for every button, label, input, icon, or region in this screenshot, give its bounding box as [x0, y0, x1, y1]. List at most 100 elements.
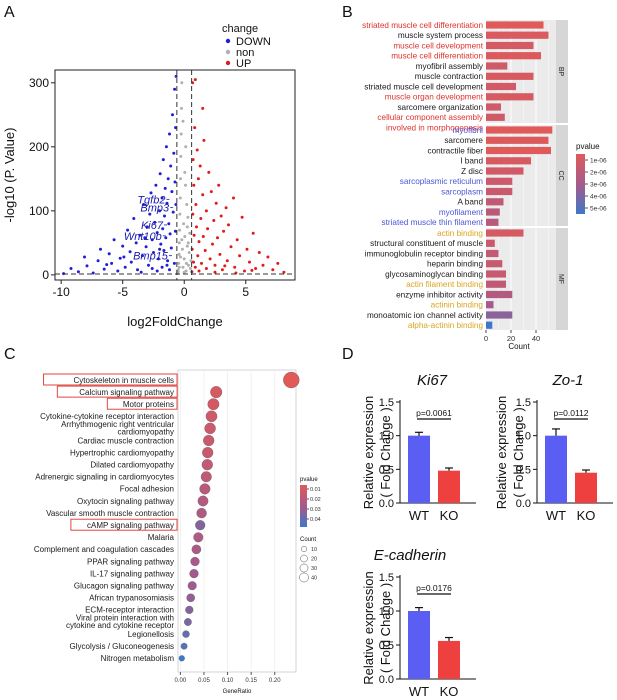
volcano-point-non: [185, 244, 189, 248]
volcano-point-down: [172, 261, 176, 265]
volcano-point-down: [83, 255, 86, 259]
volcano-point-down: [105, 263, 109, 267]
kegg-legend-color-ticks: 0.01 0.02 0.03 0.04: [307, 487, 321, 523]
volcano-point-non: [186, 241, 190, 245]
go-legend-colorbar: [576, 154, 585, 214]
go-term-label: alpha-actinin binding: [408, 321, 484, 330]
volcano-threshold-lines: [55, 70, 295, 280]
kegg-pathway-label: Cytokine-cytokine receptor interaction: [40, 412, 174, 421]
volcano-point-non: [180, 247, 184, 251]
volcano-point-up: [261, 263, 265, 267]
volcano-legend-label: DOWN: [236, 36, 271, 48]
volcano-point-non: [177, 252, 181, 256]
volcano-point-up: [209, 190, 213, 194]
go-term-label: sarcomere: [444, 136, 483, 145]
go-term-label: glycosaminoglycan binding: [385, 270, 483, 279]
kegg-bubble: [197, 495, 209, 507]
go-bar: [486, 239, 495, 247]
kegg-bubble: [185, 605, 194, 614]
kegg-bubble: [283, 371, 300, 389]
go-term-label: striated muscle cell differentiation: [362, 21, 483, 30]
kegg-legend-colorbar: [300, 485, 307, 527]
go-bar: [486, 301, 494, 309]
volcano-legend-marker: [225, 38, 231, 44]
volcano-x-tick-label: 0: [181, 285, 188, 299]
go-x-tick-label: 0: [484, 334, 488, 343]
volcano-point-down: [167, 222, 171, 226]
go-term-label: involved in morphogenesis: [386, 123, 483, 132]
volcano-point-down: [160, 265, 164, 269]
go-bar: [486, 136, 549, 144]
go-term-labels: striated muscle cell differentiationmusc…: [362, 21, 484, 330]
expression-y-tick-label: 0.0: [516, 498, 531, 510]
go-category-strip: [556, 125, 568, 226]
volcano-x-tick-label: -5: [117, 285, 128, 299]
go-bar: [486, 270, 506, 278]
volcano-point-up: [227, 223, 230, 227]
kegg-count-legend-title: Count: [300, 537, 316, 543]
kegg-highlight-box: [106, 397, 178, 410]
expression-y-tick-label: 1.0: [379, 606, 394, 618]
volcano-point-down: [102, 267, 106, 271]
volcano-point-non: [180, 238, 184, 242]
volcano-point-down: [160, 196, 164, 200]
volcano-point-up: [266, 255, 270, 259]
expression-y-tick-label: 0.0: [379, 498, 394, 510]
kegg-bubble-chart: Cytoskeleton in muscle cells Calcium sign…: [34, 369, 321, 695]
go-term-label: sarcoplasm: [441, 187, 483, 196]
go-x-label: Count: [508, 342, 530, 351]
volcano-point-down: [134, 241, 138, 245]
volcano-point-up: [245, 247, 249, 251]
volcano-legend-label: non: [236, 47, 254, 59]
volcano-point-down: [140, 254, 144, 258]
kegg-pathway-label: Calcium signaling pathway: [79, 388, 174, 397]
volcano-x-label: log2FoldChange: [127, 314, 222, 329]
expression-chart-zo-1: Zo-1 0.0 0.5 1.0 1.5 Relative expression( Fol…: [494, 372, 613, 523]
go-term-label: monoatomic ion channel activity: [367, 311, 484, 320]
volcano-point-down: [69, 267, 73, 270]
kegg-bubble: [207, 398, 220, 411]
go-x-ticks: 0 20 40: [484, 330, 540, 343]
volcano-point-down: [158, 247, 162, 251]
volcano-point-up: [196, 177, 200, 181]
go-term-label: actinin binding: [431, 301, 484, 310]
volcano-point-down: [110, 261, 114, 265]
volcano-point-up: [202, 138, 206, 142]
go-legend-tick-label: 3e-06: [590, 182, 607, 189]
volcano-legend-marker: [225, 60, 231, 66]
volcano-point-up: [193, 126, 197, 130]
volcano-point-down: [107, 252, 111, 256]
kegg-pathway-label: Oxytocin signaling pathway: [77, 497, 174, 506]
expression-category-label: WT: [409, 508, 429, 523]
kegg-bubble: [187, 581, 197, 591]
go-pvalue-legend: pvalue 1e-06 2e-06 3e-06 4e-06 5e-06: [576, 142, 607, 214]
volcano-point-down: [128, 250, 132, 254]
volcano-point-up: [204, 267, 208, 270]
volcano-point-down: [132, 217, 136, 220]
volcano-point-up: [232, 196, 235, 200]
volcano-point-up: [203, 249, 207, 252]
kegg-x-ticks: 0.00 0.05 0.10 0.15 0.20: [175, 672, 281, 684]
kegg-pathway-label: ECM-receptor interaction: [85, 606, 174, 615]
volcano-point-non: [181, 265, 185, 269]
expression-chart-title: Zo-1: [552, 372, 584, 389]
expression-y-tick-label: 0.5: [379, 640, 394, 652]
go-term-label: muscle system process: [398, 31, 483, 40]
volcano-y-tick-label: 300: [29, 76, 49, 90]
volcano-point-up: [225, 259, 229, 263]
volcano-point-up: [243, 269, 246, 273]
kegg-bubble: [200, 471, 212, 483]
go-category-label: BP: [557, 67, 564, 77]
go-bar: [486, 157, 531, 165]
volcano-point-up: [206, 227, 210, 231]
volcano-point-up: [235, 238, 239, 242]
volcano-y-ticks: 0 100 200 300: [29, 76, 55, 282]
volcano-point-up: [224, 206, 228, 210]
go-grid-lines: [485, 20, 575, 330]
kegg-bubble: [201, 459, 213, 471]
volcano-point-non: [179, 154, 183, 158]
